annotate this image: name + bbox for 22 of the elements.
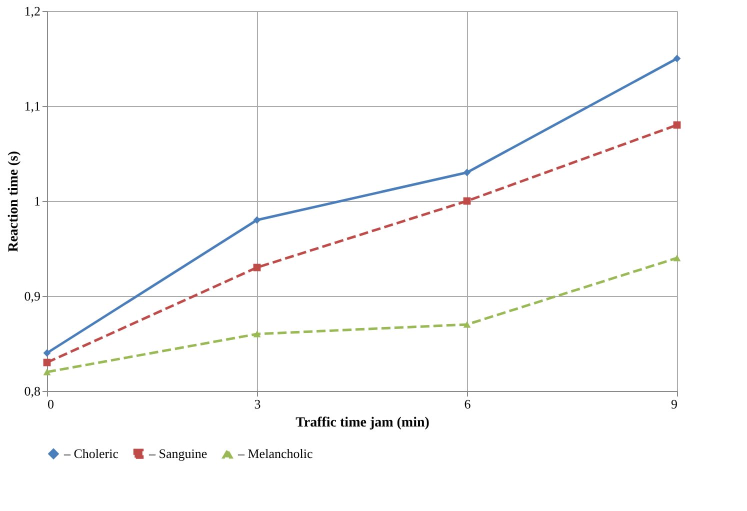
y-axis-title: Reaction time (s): [6, 150, 22, 252]
x-tick-label: 0: [48, 396, 54, 412]
point: [463, 321, 471, 328]
legend-label: – Sanguine: [148, 446, 208, 461]
point: [463, 168, 471, 176]
point: [43, 349, 51, 357]
point: [253, 216, 261, 224]
x-tick-label: 9: [671, 396, 678, 412]
y-tick-label: 1,2: [24, 4, 40, 18]
point: [43, 368, 51, 376]
x-tick-label: 3: [254, 396, 261, 412]
legend-label: – Choleric: [63, 446, 119, 461]
y-tick-label: 0,8: [24, 384, 40, 398]
point: [673, 54, 681, 62]
y-tick-label: 0,9: [24, 288, 40, 304]
point: [673, 254, 681, 262]
x-axis-title: Traffic time jam (min): [296, 416, 430, 430]
y-tick-label: 1,1: [24, 98, 40, 114]
legend-label: – Melancholic: [237, 446, 313, 462]
point: [253, 330, 261, 338]
x-tick-label: 6: [464, 396, 472, 412]
y-tick-label: 1: [34, 194, 40, 208]
